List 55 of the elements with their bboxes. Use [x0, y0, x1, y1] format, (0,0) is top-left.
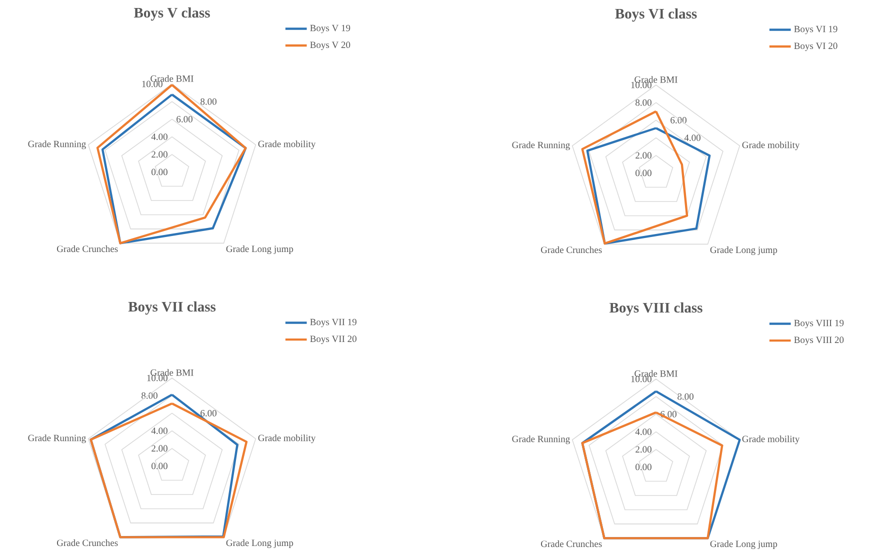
spoke-label: Grade Long jump — [226, 245, 294, 254]
legend-label: Boys VIII 19 — [794, 320, 844, 328]
y-tick-label: 10.00 — [631, 376, 652, 382]
y-tick-label: 2.00 — [152, 445, 168, 452]
y-tick-label: 10.00 — [631, 82, 652, 88]
spoke-label: Grade Long jump — [226, 539, 294, 548]
spoke-label: Grade Crunches — [541, 246, 602, 254]
y-tick-label: 8.00 — [200, 98, 216, 105]
spoke-label: Grade BMI — [634, 370, 678, 377]
legend-label: Boys VII 20 — [310, 336, 356, 344]
spoke-label: Grade Crunches — [57, 245, 118, 252]
y-tick-label: 4.00 — [635, 428, 652, 436]
y-tick-label: 8.00 — [678, 393, 694, 400]
y-tick-label: 6.00 — [176, 116, 192, 122]
spoke-label: Grade mobility — [258, 434, 316, 444]
spoke-label: Grade Running — [512, 435, 570, 444]
y-tick-label: 6.00 — [200, 410, 216, 416]
spoke-label: Grade mobility — [258, 140, 316, 150]
legend-label: Boys VI 20 — [794, 42, 838, 51]
spoke-label: Grade Running — [28, 434, 86, 444]
y-tick-label: 4.00 — [151, 134, 168, 140]
y-tick-label: 2.00 — [636, 152, 652, 159]
spoke-label: Grade mobility — [742, 141, 800, 150]
chart-title: Boys VIII class — [610, 302, 702, 316]
spoke-label: Grade Running — [512, 141, 570, 150]
spoke-label: Grade Long jump — [710, 540, 778, 550]
y-tick-label: 2.00 — [152, 151, 168, 158]
y-tick-label: 0.00 — [152, 462, 168, 470]
y-tick-label: 4.00 — [684, 134, 700, 142]
legend-label: Boys VI 19 — [794, 26, 838, 34]
y-tick-label: 10.00 — [142, 80, 162, 88]
legend-label: Boys VIII 20 — [794, 336, 844, 345]
y-tick-label: 8.00 — [142, 392, 158, 399]
spoke-label: Grade Long jump — [710, 246, 778, 256]
chart-title: Boys V class — [134, 7, 210, 21]
legend-label: Boys VII 19 — [310, 318, 356, 328]
spoke-label: Grade mobility — [742, 435, 800, 444]
spoke-label: Grade BMI — [634, 76, 678, 83]
spoke-label: Grade BMI — [150, 369, 194, 376]
y-tick-label: 8.00 — [636, 99, 652, 106]
y-tick-label: 2.00 — [636, 446, 652, 453]
spoke-label: Grade Running — [28, 140, 86, 150]
chart-title: Boys VI class — [615, 8, 697, 22]
y-tick-label: 6.00 — [670, 116, 686, 124]
y-tick-label: 10.00 — [147, 374, 168, 382]
y-tick-label: 0.00 — [152, 168, 168, 176]
spoke-label: Grade BMI — [150, 75, 194, 82]
y-tick-label: 0.00 — [636, 170, 652, 176]
y-tick-label: 4.00 — [151, 428, 168, 434]
spoke-label: Grade Crunches — [541, 540, 602, 548]
y-tick-label: 0.00 — [636, 464, 652, 470]
legend-label: Boys V 19 — [310, 24, 350, 34]
legend-label: Boys V 20 — [310, 42, 350, 50]
spoke-label: Grade Crunches — [57, 539, 118, 546]
chart-title: Boys VII class — [128, 301, 216, 315]
